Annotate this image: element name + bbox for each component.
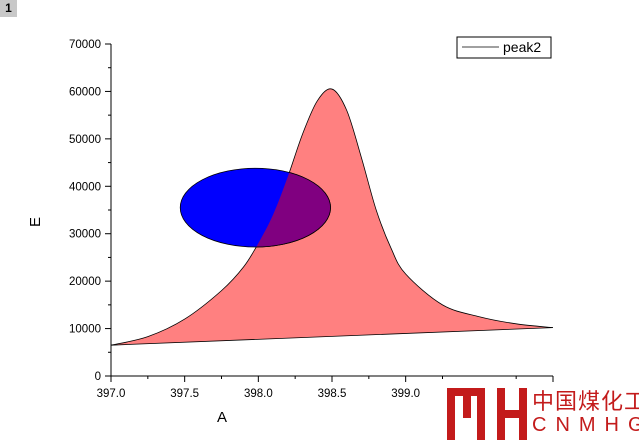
- mh-logo-icon: [447, 388, 527, 440]
- x-axis-label: A: [217, 409, 227, 426]
- y-tick-label: 0: [95, 371, 101, 383]
- y-tick-label: 70000: [69, 39, 101, 51]
- logo-bar: [447, 388, 485, 396]
- y-tick-label: 30000: [69, 229, 101, 241]
- y-tick-label: 60000: [69, 86, 101, 98]
- y-tick-label: 10000: [69, 324, 101, 336]
- x-tick-label: 398.0: [244, 388, 273, 400]
- logo-bar: [497, 410, 527, 418]
- y-tick-label: 40000: [69, 181, 101, 193]
- y-tick-label: 50000: [69, 134, 101, 146]
- x-tick-label: 397.0: [97, 388, 126, 400]
- legend-label: peak2: [503, 39, 541, 55]
- legend-box: [456, 36, 552, 59]
- x-tick-label: 398.5: [318, 388, 347, 400]
- watermark-text-cn: 中国煤化工: [532, 390, 639, 415]
- peak2-baseline: [111, 327, 553, 346]
- peak2-area: [111, 88, 553, 346]
- y-tick-label: 20000: [69, 276, 101, 288]
- logo-bar: [447, 388, 455, 440]
- logo-bar: [477, 388, 485, 440]
- layer-badge[interactable]: 1: [0, 0, 17, 17]
- watermark-text-en: CNMHG: [532, 414, 639, 436]
- y-axis-label: E: [27, 217, 44, 227]
- logo-bar: [463, 388, 471, 418]
- x-tick-label: 399.0: [391, 388, 420, 400]
- x-tick-label: 397.5: [170, 388, 199, 400]
- peak2-line: [111, 88, 553, 346]
